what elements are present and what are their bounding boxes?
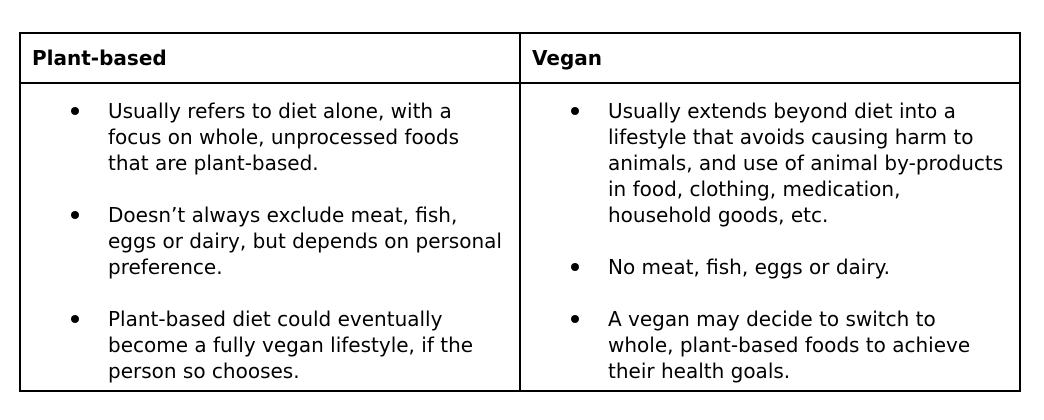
header-row: Plant-based Vegan <box>19 32 1021 84</box>
bullet-icon <box>71 107 79 115</box>
list-item: Plant-based diet could eventually become… <box>21 306 519 384</box>
vegan-cell: Usually extends beyond diet into a lifes… <box>519 82 1021 392</box>
list-item: A vegan may decide to switch to whole, p… <box>521 306 1019 384</box>
list-item: No meat, fish, eggs or dairy. <box>521 254 1019 280</box>
content-row: Usually refers to diet alone, with a foc… <box>19 82 1021 392</box>
list-item: Usually refers to diet alone, with a foc… <box>21 98 519 176</box>
list-item: Usually extends beyond diet into a lifes… <box>521 98 1019 228</box>
list-item-text: Usually refers to diet alone, with a foc… <box>108 99 460 175</box>
list-item: Doesn’t always exclude meat, fish, eggs … <box>21 202 519 280</box>
bullet-icon <box>571 315 579 323</box>
header-plant-based: Plant-based <box>19 32 521 84</box>
comparison-table: Plant-based Vegan Usually refers to diet… <box>19 32 1021 392</box>
bullet-icon <box>571 107 579 115</box>
list-item-text: No meat, fish, eggs or dairy. <box>608 255 890 279</box>
plant-based-cell: Usually refers to diet alone, with a foc… <box>19 82 521 392</box>
list-item-text: Usually extends beyond diet into a lifes… <box>608 99 1004 227</box>
vegan-list: Usually extends beyond diet into a lifes… <box>521 98 1019 384</box>
list-item-text: A vegan may decide to switch to whole, p… <box>608 307 971 383</box>
bullet-icon <box>71 211 79 219</box>
list-item-text: Plant-based diet could eventually become… <box>108 307 474 383</box>
plant-based-list: Usually refers to diet alone, with a foc… <box>21 98 519 384</box>
header-vegan: Vegan <box>519 32 1021 84</box>
bullet-icon <box>571 263 579 271</box>
list-item-text: Doesn’t always exclude meat, fish, eggs … <box>108 203 502 279</box>
bullet-icon <box>71 315 79 323</box>
